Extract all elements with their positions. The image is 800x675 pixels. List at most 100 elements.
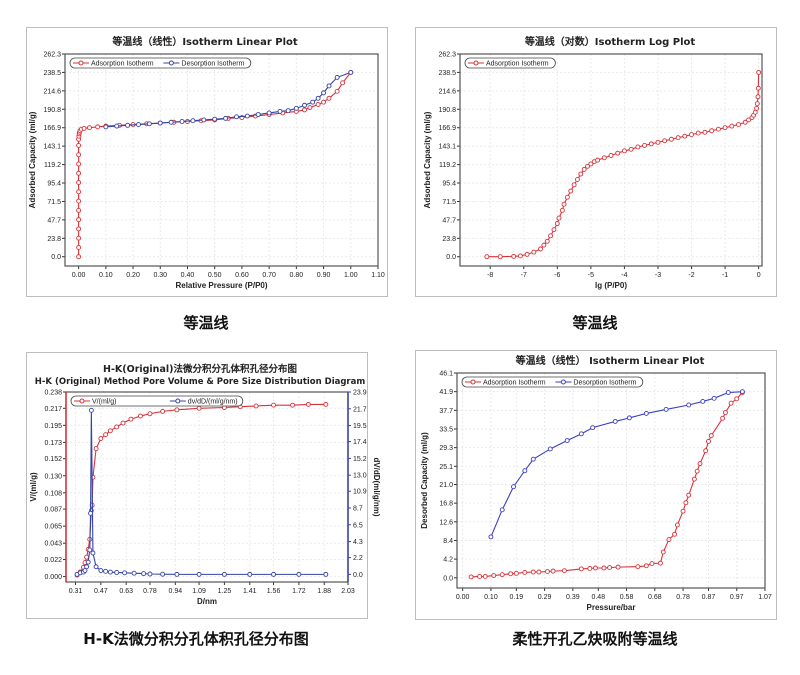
data-point <box>88 407 94 413</box>
data-point <box>76 254 82 260</box>
data-point <box>114 424 120 430</box>
data-point <box>302 102 307 108</box>
data-point <box>488 534 494 540</box>
data-point <box>686 492 692 498</box>
data-point <box>755 94 761 100</box>
x-tick-label: 0.78 <box>676 594 690 601</box>
data-point <box>76 245 82 250</box>
x-tick-label: 0.97 <box>730 594 744 601</box>
data-point <box>703 448 709 454</box>
data-point <box>334 74 340 80</box>
x-tick-label: 0.78 <box>143 588 157 595</box>
y-tick-label: 47.7 <box>47 217 61 224</box>
y2-tick-label: 0.0 <box>353 572 363 579</box>
x-tick-label: -3 <box>655 272 661 279</box>
data-point <box>578 171 584 177</box>
data-point <box>90 550 96 556</box>
legend-marker <box>175 398 181 404</box>
data-point <box>621 148 627 154</box>
data-point <box>174 571 180 577</box>
data-point <box>739 389 745 395</box>
y-tick-label: 16.8 <box>439 501 453 508</box>
data-point <box>285 108 291 114</box>
data-point <box>76 226 82 232</box>
data-point <box>508 571 514 577</box>
data-point <box>223 115 229 121</box>
y-tick-label: 238.5 <box>43 70 61 77</box>
x-tick-label: 0.00 <box>72 272 86 279</box>
data-point <box>544 238 550 244</box>
data-point <box>114 570 120 575</box>
plot-area <box>65 391 349 583</box>
y-tick-label: 33.5 <box>439 426 453 433</box>
plot-area <box>456 372 766 589</box>
data-point <box>607 565 613 571</box>
series-v-ml-g- <box>74 401 329 578</box>
legend-marker <box>168 60 174 66</box>
data-point <box>561 201 567 207</box>
data-point <box>136 122 141 128</box>
legend-label: Adsorption Isotherm <box>483 380 546 387</box>
caption-3: H-K法微分积分孔体积孔径分布图 <box>83 630 309 648</box>
series-adsorption-isotherm <box>468 390 745 580</box>
data-point <box>174 407 180 413</box>
y2-tick-label: 10.9 <box>353 489 367 496</box>
y-tick-label: 190.8 <box>438 107 456 114</box>
data-point <box>522 468 528 474</box>
y-tick-label: 0.108 <box>44 490 62 497</box>
y-tick-label: 21.0 <box>439 482 453 489</box>
data-point <box>649 561 655 567</box>
data-point <box>674 522 680 528</box>
data-point <box>138 413 143 419</box>
data-point <box>310 99 316 105</box>
x-tick-label: 1.09 <box>192 588 206 595</box>
data-point <box>538 246 543 252</box>
data-point <box>700 398 706 404</box>
data-point <box>595 157 601 163</box>
data-point <box>559 207 565 213</box>
data-point <box>511 253 517 259</box>
data-point <box>663 406 669 412</box>
data-point <box>754 105 760 111</box>
data-point <box>277 108 283 114</box>
x-tick-label: 0 <box>757 272 761 279</box>
data-point <box>76 180 82 185</box>
data-point <box>517 253 523 259</box>
y-tick-label: 12.6 <box>439 519 453 526</box>
y-tick-label: 95.4 <box>47 180 61 187</box>
chart-2: 等温线（对数）Isotherm Log Plot 0.0 23.8 47.7 71.5 9… <box>423 35 763 290</box>
y-tick-label: 190.8 <box>43 107 61 114</box>
panel-acetylene-isotherm <box>415 350 777 620</box>
y-tick-label: 0.043 <box>44 541 62 548</box>
data-point <box>93 564 99 570</box>
data-point <box>548 233 554 239</box>
x-tick-label: 1.41 <box>243 588 257 595</box>
data-point <box>147 411 153 417</box>
x-tick-label: 0.10 <box>484 594 498 601</box>
data-point <box>578 566 584 572</box>
chart-1: 等温线（线性）Isotherm Linear Plot 0.0 23.8 47.7 71… <box>28 35 385 290</box>
data-point <box>85 559 91 565</box>
data-point <box>626 415 632 421</box>
y-axis-label: Desorbed Capacity (ml/g) <box>420 432 429 529</box>
data-point <box>666 537 672 543</box>
data-point <box>103 568 109 574</box>
legend-label: Adsorption Isotherm <box>91 61 154 68</box>
x-tick-label: -1 <box>722 272 728 279</box>
data-point <box>643 410 649 416</box>
legend <box>461 376 644 388</box>
y-tick-label: 0.152 <box>44 456 62 463</box>
y-tick-label: 238.5 <box>438 70 456 77</box>
y2-tick-label: 17.4 <box>353 439 367 446</box>
x-tick-label: 0.20 <box>126 272 140 279</box>
data-point <box>315 95 321 101</box>
x-tick-label: 0.87 <box>702 594 716 601</box>
chart-3: H-K(Original)法微分积分孔体积孔径分布图 H-K (Original)… <box>29 363 381 606</box>
x-tick-label: -5 <box>588 272 594 279</box>
data-point <box>76 152 82 158</box>
x-tick-label: 0.68 <box>648 594 662 601</box>
data-point <box>120 420 126 426</box>
data-point <box>266 110 272 116</box>
legend-marker <box>470 379 476 385</box>
